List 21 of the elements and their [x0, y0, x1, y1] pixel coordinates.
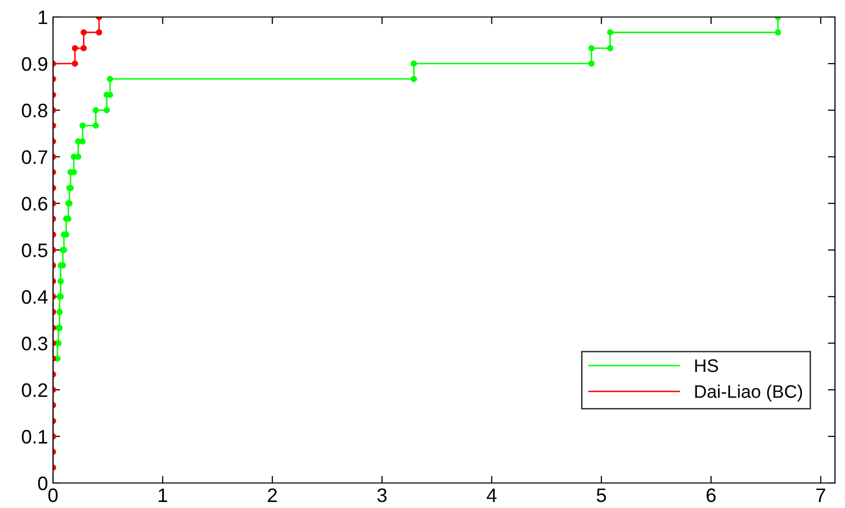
y-tick-label: 0.5: [22, 243, 48, 258]
x-tick-label: 1: [158, 488, 168, 502]
y-tick-label: 0.4: [22, 290, 48, 304]
x-tick-label: 2: [268, 488, 277, 502]
y-tick-label: 0.2: [22, 383, 48, 398]
legend-label: Dai-Liao (BC): [695, 384, 802, 402]
x-tick-label: 0: [48, 488, 58, 502]
x-tick-label: 6: [706, 488, 716, 502]
y-tick-label: 1: [38, 10, 48, 24]
x-tick-label: 3: [377, 488, 387, 502]
y-tick-label: 0.7: [22, 150, 48, 164]
y-tick-label: 0.1: [22, 430, 48, 444]
y-tick-label: 0.3: [22, 336, 48, 350]
x-tick-label: 5: [596, 488, 606, 502]
legend-label: HS: [695, 359, 718, 372]
y-tick-label: 0.6: [22, 196, 48, 211]
x-tick-label: 7: [816, 488, 826, 502]
y-tick-label: 0.8: [22, 104, 48, 118]
x-tick-label: 4: [486, 488, 497, 502]
y-tick-label: 0.9: [22, 57, 48, 71]
y-tick-label: 0: [38, 476, 48, 490]
